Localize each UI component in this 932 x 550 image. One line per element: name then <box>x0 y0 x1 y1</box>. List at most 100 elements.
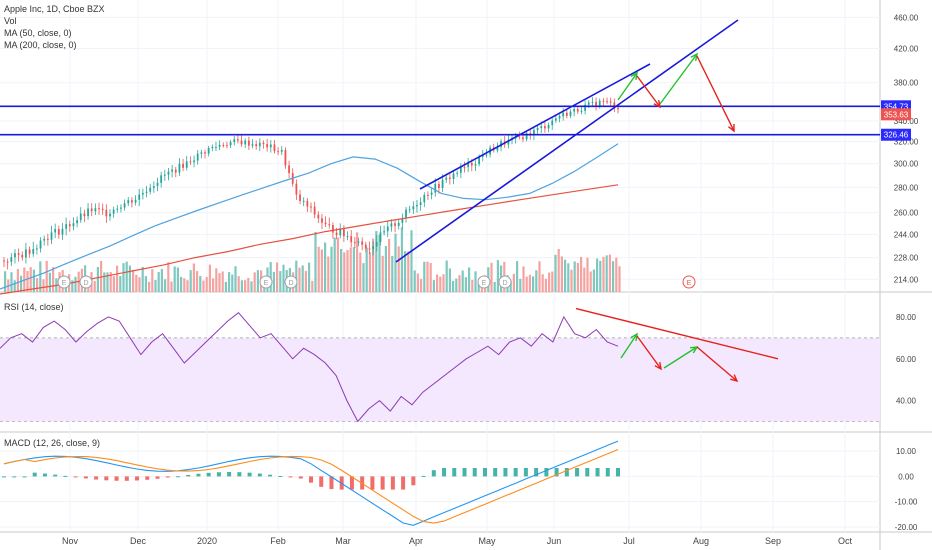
volume-bar <box>388 238 391 292</box>
candle-body <box>25 249 27 258</box>
volume-bar <box>448 268 451 292</box>
candle-body <box>269 144 272 148</box>
macd-histogram-bar <box>298 476 303 479</box>
volume-bar <box>167 262 170 292</box>
candle-body <box>405 209 407 219</box>
price-tick-label: 260.00 <box>894 209 919 218</box>
candle-body <box>372 246 375 250</box>
price-label: 326.46 <box>884 131 909 140</box>
volume-bar <box>16 269 19 292</box>
macd-signal-line <box>3 448 619 524</box>
volume-bar <box>154 280 157 292</box>
volume-bar <box>544 278 547 292</box>
event-marker-label: E <box>264 280 269 287</box>
volume-bar <box>352 247 355 292</box>
macd-histogram-bar <box>462 468 467 477</box>
candle-body <box>87 208 89 217</box>
volume-bar <box>592 269 595 292</box>
candle-body <box>240 140 243 145</box>
candle-body <box>207 148 210 154</box>
volume-bar <box>372 238 375 292</box>
price-label-box <box>881 128 911 141</box>
volume-bar <box>224 281 227 292</box>
candle-body <box>68 224 71 227</box>
candle-body <box>438 183 440 188</box>
macd-histogram-bar <box>370 476 375 490</box>
event-marker <box>57 275 71 289</box>
macd-histogram-bar <box>114 476 119 481</box>
candle-body <box>189 161 192 163</box>
volume-bar <box>397 246 400 292</box>
x-tick-label: Apr <box>409 536 423 546</box>
candle-body <box>591 101 594 103</box>
event-marker <box>284 275 298 289</box>
volume-bar <box>516 261 519 292</box>
candle-body <box>79 213 82 221</box>
volume-bar <box>442 274 445 292</box>
macd-histogram-bar <box>595 468 600 477</box>
candle-body <box>109 213 111 217</box>
macd-histogram-bar <box>155 476 160 479</box>
candle-body <box>617 107 619 110</box>
event-marker-label: E <box>482 280 487 287</box>
volume-bar <box>468 267 471 292</box>
volume-bar <box>589 271 592 292</box>
volume-bar <box>295 260 298 292</box>
volume-bar <box>378 234 381 292</box>
macd-histogram-bar <box>442 468 447 477</box>
volume-bar <box>282 264 285 292</box>
candle-body <box>368 248 371 250</box>
macd-histogram-bar <box>268 474 273 477</box>
candle-body <box>138 194 141 200</box>
volume-bar <box>375 231 378 292</box>
candle-body <box>43 238 46 241</box>
volume-bar <box>327 256 330 292</box>
volume-bar <box>458 275 461 292</box>
candle-body <box>481 154 484 157</box>
volume-bar <box>202 280 205 292</box>
volume-bar <box>605 255 608 292</box>
volume-bar <box>234 266 237 292</box>
volume-bar <box>311 280 314 292</box>
candle-body <box>251 144 254 146</box>
volume-bar <box>490 262 493 292</box>
macd-histogram-bar <box>247 472 252 477</box>
volume-bar <box>333 237 336 292</box>
candle-body <box>302 200 305 202</box>
macd-histogram-bar <box>288 476 293 478</box>
macd-histogram-bar <box>544 468 549 477</box>
candle-body <box>185 161 188 168</box>
volume-bar <box>615 257 618 292</box>
candle-body <box>215 146 217 148</box>
candle-body <box>258 142 261 147</box>
volume-bar <box>324 242 327 292</box>
event-marker <box>682 275 696 289</box>
candle-body <box>569 111 572 116</box>
legend-ma50: MA (50, close, 0) <box>4 28 72 38</box>
candle-body <box>171 169 174 172</box>
volume-bar <box>570 269 573 292</box>
price-tick-label: 420.00 <box>894 44 919 53</box>
candle-body <box>427 194 429 196</box>
arrow-up-green <box>659 53 698 105</box>
candle-body <box>211 146 214 149</box>
macd-histogram-bar <box>523 468 528 477</box>
volume-bar <box>343 252 346 292</box>
price-label: 353.63 <box>884 110 909 119</box>
volume-bar <box>493 281 496 292</box>
volume-bar <box>532 276 535 292</box>
arrow-down-red <box>696 55 735 132</box>
volume-bar <box>52 267 55 292</box>
candle-body <box>412 206 415 210</box>
candle-body <box>397 222 400 226</box>
volume-bar <box>602 256 605 292</box>
axes: Nov Dec 2020 Feb Mar Apr May Jun Jul Aug Sep Oct 214… <box>62 13 919 546</box>
candle-body <box>288 165 290 174</box>
volume-bar <box>138 277 141 292</box>
candle-body <box>456 172 459 174</box>
rsi-arrow-down-red <box>636 335 662 370</box>
candle-body <box>17 253 20 255</box>
candle-body <box>229 142 232 146</box>
candle-body <box>222 144 225 146</box>
price-tick-label: 320.00 <box>894 138 919 147</box>
